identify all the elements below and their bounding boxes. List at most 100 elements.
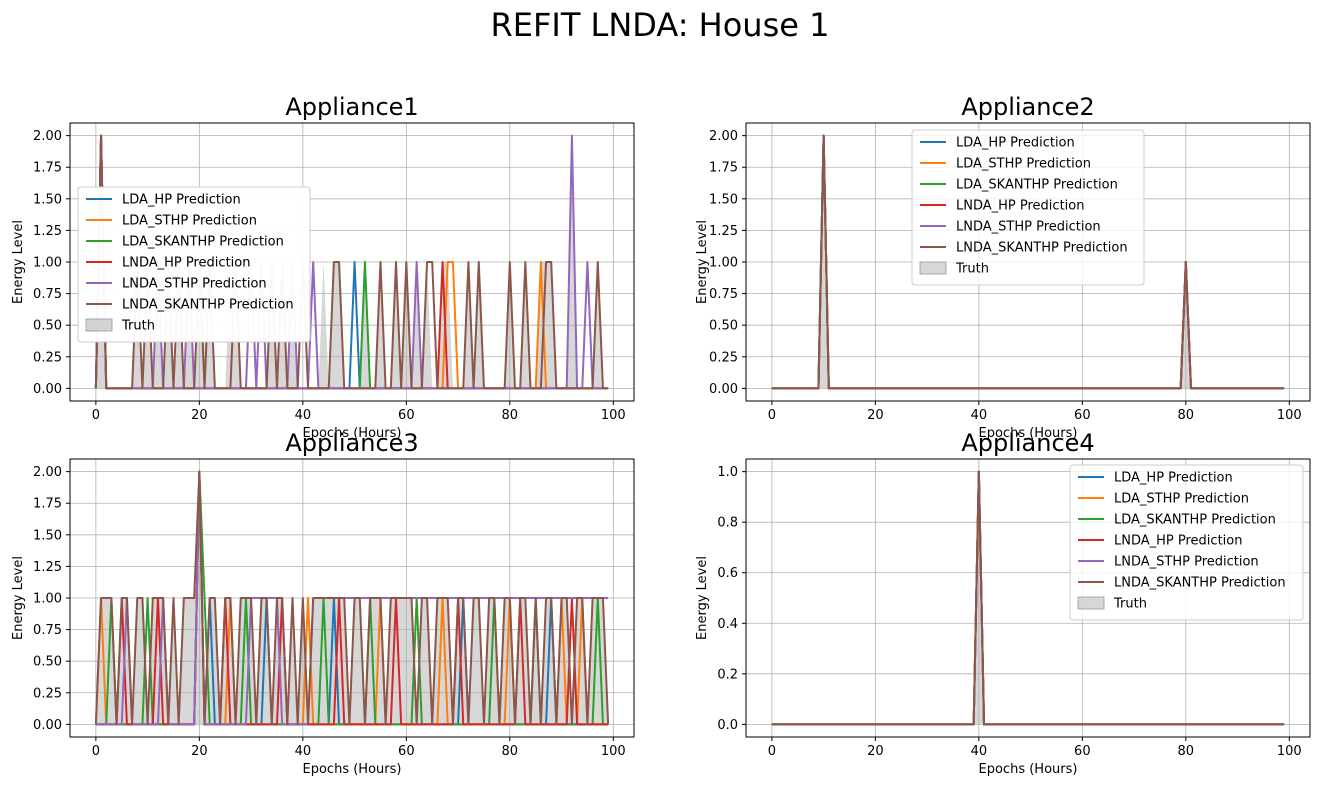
x-tick-label: 80 bbox=[1178, 408, 1195, 423]
plot-area bbox=[771, 134, 1285, 390]
x-tick-label: 20 bbox=[867, 408, 884, 423]
y-tick-label: 0.75 bbox=[33, 287, 62, 302]
legend-label: LDA_HP Prediction bbox=[956, 136, 1075, 151]
y-axis-label: Energy Level bbox=[11, 220, 26, 304]
y-tick-label: 1.00 bbox=[33, 256, 62, 271]
y-axis-label: Energy Level bbox=[695, 220, 710, 304]
legend-label: LDA_SKANTHP Prediction bbox=[1114, 513, 1276, 528]
y-tick-label: 0.00 bbox=[33, 382, 62, 397]
y-axis-label: Energy Level bbox=[695, 556, 710, 640]
plot-area bbox=[771, 470, 1285, 726]
truth-area bbox=[95, 135, 609, 389]
x-tick-label: 0 bbox=[768, 408, 776, 423]
legend-label: LNDA_HP Prediction bbox=[1114, 534, 1242, 549]
legend-truth-label: Truth bbox=[121, 319, 155, 334]
legend-truth-label: Truth bbox=[1113, 597, 1147, 612]
y-tick-label: 1.25 bbox=[33, 560, 62, 575]
legend-label: LNDA_HP Prediction bbox=[122, 256, 250, 271]
x-tick-label: 80 bbox=[502, 408, 519, 423]
legend-label: LNDA_SKANTHP Prediction bbox=[956, 241, 1128, 256]
y-tick-label: 1.25 bbox=[33, 224, 62, 239]
x-tick-label: 40 bbox=[295, 744, 312, 759]
subplot-2: 0 20 40 60 80 100 0.00 0.25 0.50 0.75 1.00 1.25 1.50… bbox=[695, 93, 1311, 441]
y-tick-label: 2.00 bbox=[33, 465, 62, 480]
legend-box bbox=[911, 129, 1145, 286]
x-tick-label: 100 bbox=[601, 408, 626, 423]
legend-truth-swatch bbox=[1077, 596, 1105, 610]
y-tick-label: 1.0 bbox=[717, 465, 738, 480]
y-tick-label: 1.25 bbox=[709, 224, 738, 239]
truth-area bbox=[95, 471, 609, 725]
y-tick-label: 1.00 bbox=[709, 256, 738, 271]
x-tick-label: 20 bbox=[191, 408, 208, 423]
x-tick-label: 80 bbox=[502, 744, 519, 759]
y-tick-label: 0.2 bbox=[717, 667, 738, 682]
legend-label: LNDA_HP Prediction bbox=[956, 199, 1084, 214]
x-tick-label: 20 bbox=[191, 744, 208, 759]
y-tick-label: 1.50 bbox=[33, 192, 62, 207]
subplot-4: 0 20 40 60 80 100 0.0 0.2 0.4 0.6 0.8 1.0 Epochs (Ho… bbox=[695, 429, 1311, 777]
y-tick-label: 0.4 bbox=[717, 617, 738, 632]
y-tick-label: 0.75 bbox=[33, 623, 62, 638]
subplot-title: Appliance2 bbox=[961, 93, 1094, 121]
y-tick-label: 2.00 bbox=[33, 129, 62, 144]
y-tick-label: 1.00 bbox=[33, 592, 62, 607]
legend-label: LDA_STHP Prediction bbox=[122, 214, 257, 229]
y-tick-label: 0.25 bbox=[33, 350, 62, 365]
legend-label: LDA_STHP Prediction bbox=[956, 157, 1091, 172]
plot-area bbox=[94, 470, 610, 726]
legend-label: LDA_SKANTHP Prediction bbox=[956, 178, 1118, 193]
x-tick-label: 100 bbox=[601, 744, 626, 759]
legend-label: LNDA_STHP Prediction bbox=[1114, 555, 1259, 570]
y-tick-label: 0.25 bbox=[33, 686, 62, 701]
series-line-6 bbox=[94, 470, 610, 726]
figure-title: REFIT LNDA: House 1 bbox=[490, 6, 830, 44]
x-tick-label: 0 bbox=[768, 744, 776, 759]
y-tick-label: 0.00 bbox=[33, 718, 62, 733]
x-axis-label: Epochs (Hours) bbox=[303, 426, 402, 441]
y-tick-label: 0.50 bbox=[33, 655, 62, 670]
y-tick-label: 0.25 bbox=[709, 350, 738, 365]
legend-label: LNDA_STHP Prediction bbox=[956, 220, 1101, 235]
legend-truth-label: Truth bbox=[955, 262, 989, 277]
legend-label: LDA_HP Prediction bbox=[122, 193, 241, 208]
legend-truth-swatch bbox=[919, 261, 947, 275]
legend-label: LDA_SKANTHP Prediction bbox=[122, 235, 284, 250]
axes-frame bbox=[745, 458, 1311, 738]
x-tick-label: 80 bbox=[1178, 744, 1195, 759]
legend: LDA_HP Prediction LDA_STHP Prediction LDA_… bbox=[911, 129, 1145, 286]
x-tick-label: 60 bbox=[1074, 744, 1091, 759]
legend-box bbox=[77, 186, 311, 343]
x-tick-label: 40 bbox=[295, 408, 312, 423]
legend: LDA_HP Prediction LDA_STHP Prediction LDA_… bbox=[1069, 464, 1304, 621]
subplot-title: Appliance3 bbox=[285, 429, 418, 457]
x-tick-label: 40 bbox=[971, 744, 988, 759]
y-tick-label: 1.50 bbox=[33, 528, 62, 543]
y-tick-label: 0.00 bbox=[709, 382, 738, 397]
legend-box bbox=[1069, 464, 1304, 621]
y-axis-label: Energy Level bbox=[11, 556, 26, 640]
y-tick-label: 0.8 bbox=[717, 516, 738, 531]
x-tick-label: 60 bbox=[398, 744, 415, 759]
series-line-6 bbox=[771, 470, 1285, 726]
x-tick-label: 20 bbox=[867, 744, 884, 759]
y-tick-label: 0.0 bbox=[717, 718, 738, 733]
x-tick-label: 60 bbox=[1074, 408, 1091, 423]
subplot-3: 0 20 40 60 80 100 0.00 0.25 0.50 0.75 1.00 1.25 1.50… bbox=[11, 186, 635, 777]
x-tick-label: 60 bbox=[398, 408, 415, 423]
y-tick-label: 0.50 bbox=[33, 319, 62, 334]
x-axis-label: Epochs (Hours) bbox=[979, 426, 1078, 441]
x-axis-label: Epochs (Hours) bbox=[979, 762, 1078, 777]
legend-label: LNDA_SKANTHP Prediction bbox=[122, 298, 294, 313]
y-tick-label: 0.50 bbox=[709, 319, 738, 334]
y-tick-label: 1.75 bbox=[33, 497, 62, 512]
y-tick-label: 2.00 bbox=[709, 129, 738, 144]
legend-label: LDA_STHP Prediction bbox=[1114, 492, 1249, 507]
subplot-title: Appliance4 bbox=[961, 429, 1094, 457]
x-tick-label: 0 bbox=[92, 408, 100, 423]
x-tick-label: 40 bbox=[971, 408, 988, 423]
y-tick-label: 1.50 bbox=[709, 192, 738, 207]
y-tick-label: 1.75 bbox=[709, 161, 738, 176]
legend-label: LNDA_SKANTHP Prediction bbox=[1114, 576, 1286, 591]
